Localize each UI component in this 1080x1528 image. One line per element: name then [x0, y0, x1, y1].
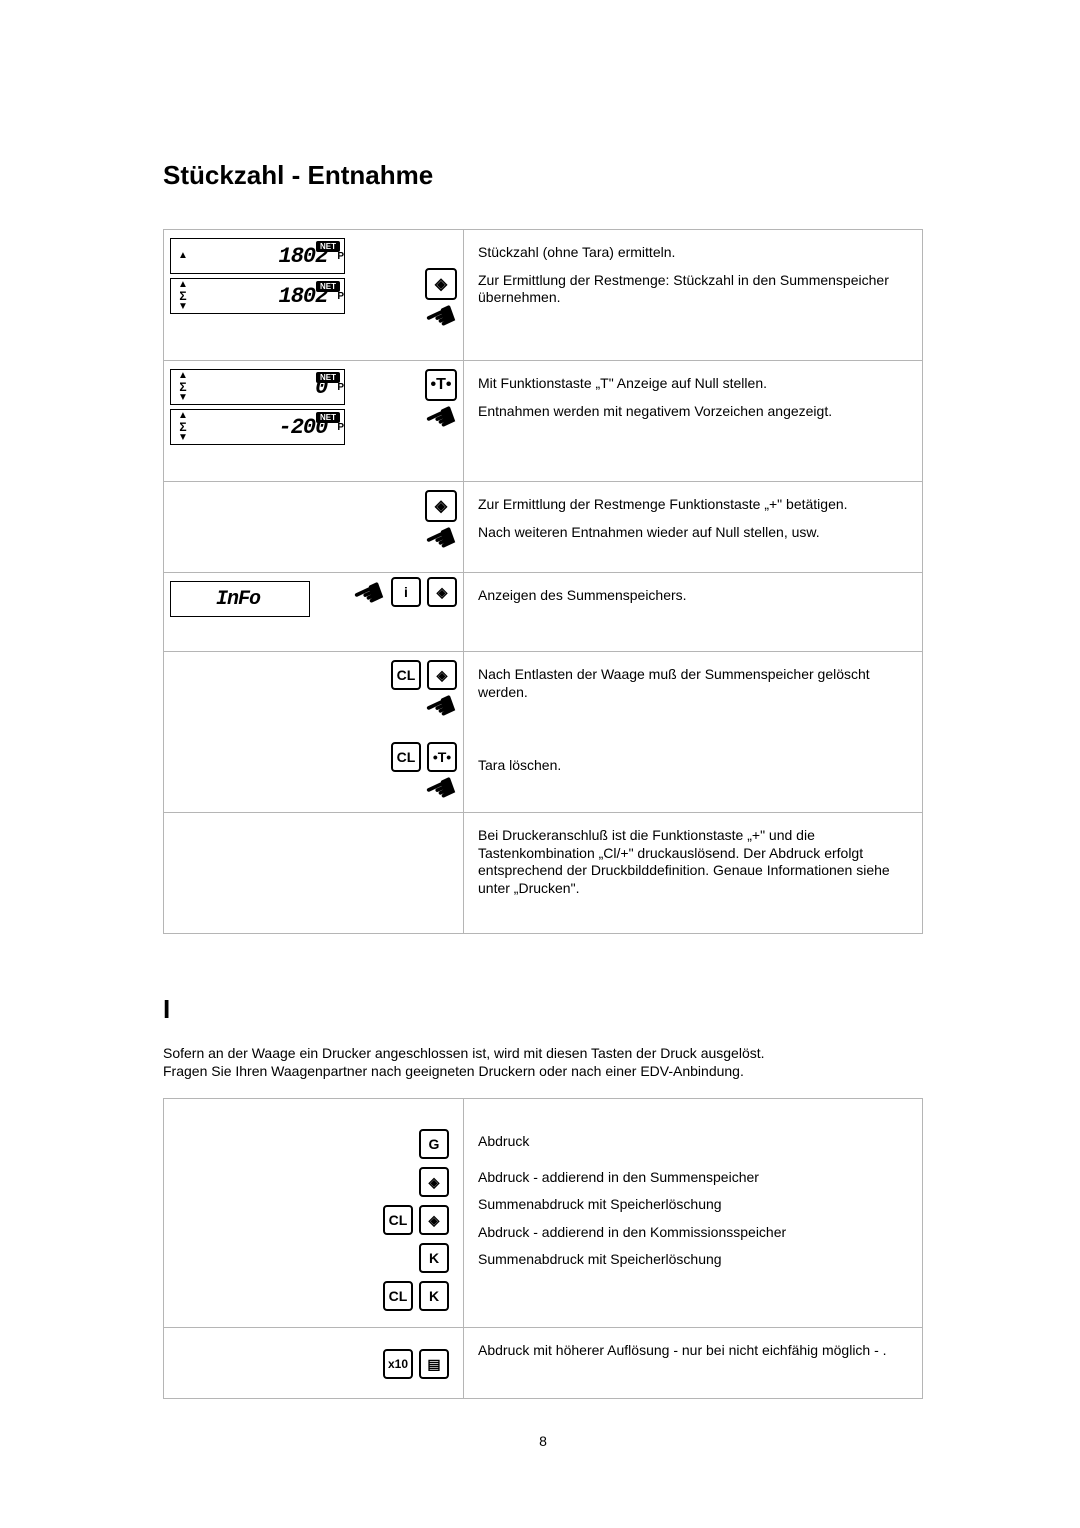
step-text: Nach Entlasten der Waage muß der Summens…	[478, 666, 906, 701]
right-cell: Abdruck Abdruck - addierend in den Summe…	[464, 1099, 922, 1327]
left-cell: ◈ ☚	[164, 482, 464, 572]
right-cell: Nach Entlasten der Waage muß der Summens…	[464, 652, 922, 812]
lcd-unit: P	[337, 382, 344, 393]
print-row: x10 ▤ Abdruck mit höherer Auflösung - nu…	[164, 1328, 922, 1398]
steps-table-1: 1802 P NET 1802 P NET ◈ ☚	[163, 229, 923, 934]
step-row: CL ◈ ☚ CL •T• ☚	[164, 652, 922, 813]
step-text: Tara löschen.	[478, 757, 906, 775]
lcd-unit: P	[337, 251, 344, 262]
step-text: Nach weiteren Entnahmen wieder auf Null …	[478, 524, 906, 542]
intro-paragraph: Sofern an der Waage ein Drucker angeschl…	[163, 1045, 803, 1080]
lcd-display: -200 P NET	[170, 409, 345, 445]
lcd-display: InFo	[170, 581, 310, 617]
cl-key[interactable]: CL	[383, 1205, 413, 1235]
left-cell: 1802 P NET 1802 P NET ◈ ☚	[164, 230, 464, 360]
lcd-display: 0 P NET	[170, 369, 345, 405]
left-cell: 0 P NET -200 P NET •T• ☚	[164, 361, 464, 481]
lcd-value: -200	[191, 415, 335, 440]
step-row: 1802 P NET 1802 P NET ◈ ☚	[164, 230, 922, 361]
right-cell: Stückzahl (ohne Tara) ermitteln. Zur Erm…	[464, 230, 922, 360]
step-text: Entnahmen werden mit negativem Vorzeiche…	[478, 403, 906, 421]
lcd-unit: P	[337, 422, 344, 433]
left-cell: InFo ☚ i ◈	[164, 573, 464, 651]
k-key[interactable]: K	[419, 1243, 449, 1273]
step-row: ◈ ☚ Zur Ermittlung der Restmenge Funktio…	[164, 482, 922, 573]
left-cell: G ◈ CL ◈ K CL K	[164, 1099, 464, 1327]
print-row: G ◈ CL ◈ K CL K Abdruck Abdruck - addier…	[164, 1099, 922, 1328]
print-text: Summenabdruck mit Speicherlöschung	[478, 1196, 906, 1214]
print-text: Summenabdruck mit Speicherlöschung	[478, 1251, 906, 1269]
hand-icon: ☚	[419, 396, 463, 442]
step-text: Zur Ermittlung der Restmenge Funktionsta…	[478, 496, 906, 514]
left-cell: CL ◈ ☚ CL •T• ☚	[164, 652, 464, 812]
lcd-value: 1802	[191, 284, 335, 309]
info-key[interactable]: i	[391, 577, 421, 607]
lcd-unit: P	[337, 291, 344, 302]
cl-key[interactable]: CL	[391, 742, 421, 772]
step-text: Anzeigen des Summenspeichers.	[478, 587, 906, 605]
right-cell: Abdruck mit höherer Auflösung - nur bei …	[464, 1328, 922, 1398]
right-cell: Bei Druckeranschluß ist die Funktionstas…	[464, 813, 922, 933]
k-key[interactable]: K	[419, 1281, 449, 1311]
right-cell: Mit Funktionstaste „T" Anzeige auf Null …	[464, 361, 922, 481]
x10-key[interactable]: x10	[383, 1349, 413, 1379]
left-cell: x10 ▤	[164, 1328, 464, 1398]
lcd-value: 0	[191, 375, 335, 400]
net-badge: NET	[316, 241, 340, 252]
section-heading: I	[163, 994, 923, 1025]
step-text: Zur Ermittlung der Restmenge: Stückzahl …	[478, 272, 906, 307]
lcd-value: InFo	[175, 588, 309, 611]
g-key[interactable]: G	[419, 1129, 449, 1159]
net-badge: NET	[316, 281, 340, 292]
print-text: Abdruck - addierend in den Summenspeiche…	[478, 1169, 906, 1187]
hand-icon: ☚	[419, 295, 463, 341]
cl-key[interactable]: CL	[383, 1281, 413, 1311]
cl-key[interactable]: CL	[391, 660, 421, 690]
page-title: Stückzahl - Entnahme	[163, 160, 923, 191]
hand-icon: ☚	[347, 572, 391, 618]
hand-icon: ☚	[419, 517, 463, 563]
plus-key[interactable]: ◈	[419, 1167, 449, 1197]
lcd-display: 1802 P NET	[170, 278, 345, 314]
step-text: Stückzahl (ohne Tara) ermitteln.	[478, 244, 906, 262]
hand-icon: ☚	[419, 767, 463, 813]
step-row: Bei Druckeranschluß ist die Funktionstas…	[164, 813, 922, 933]
step-text: Mit Funktionstaste „T" Anzeige auf Null …	[478, 375, 906, 393]
print-text: Abdruck mit höherer Auflösung - nur bei …	[478, 1342, 906, 1360]
page-content: Stückzahl - Entnahme 1802 P NET 1802 P N…	[163, 160, 923, 1399]
lcd-display: 1802 P NET	[170, 238, 345, 274]
right-cell: Zur Ermittlung der Restmenge Funktionsta…	[464, 482, 922, 572]
net-badge: NET	[316, 372, 340, 383]
lcd-value: 1802	[191, 244, 335, 269]
step-text: Bei Druckeranschluß ist die Funktionstas…	[478, 827, 906, 897]
plus-key[interactable]: ◈	[419, 1205, 449, 1235]
print-text: Abdruck	[478, 1133, 906, 1151]
hand-icon: ☚	[419, 685, 463, 731]
left-cell	[164, 813, 464, 933]
step-row: 0 P NET -200 P NET •T• ☚ M	[164, 361, 922, 482]
net-badge: NET	[316, 412, 340, 423]
right-cell: Anzeigen des Summenspeichers.	[464, 573, 922, 651]
page-number: 8	[163, 1433, 923, 1449]
print-key[interactable]: ▤	[419, 1349, 449, 1379]
print-text: Abdruck - addierend in den Kommissionssp…	[478, 1224, 906, 1242]
print-table: G ◈ CL ◈ K CL K Abdruck Abdruck - addier…	[163, 1098, 923, 1399]
plus-key[interactable]: ◈	[427, 577, 457, 607]
step-row: InFo ☚ i ◈ Anzeigen des Summenspeichers.	[164, 573, 922, 652]
